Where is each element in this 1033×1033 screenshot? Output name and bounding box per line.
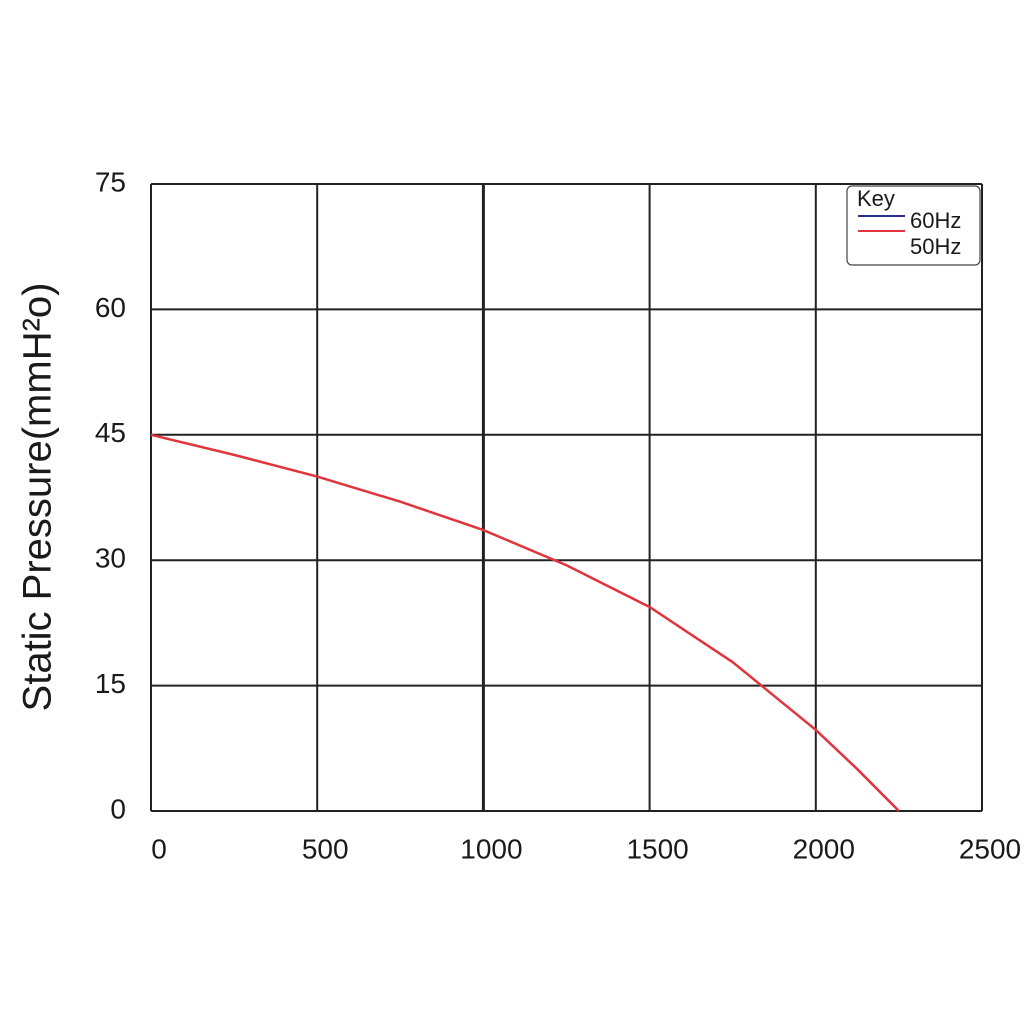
legend-label: 60Hz (910, 208, 961, 233)
x-tick-label: 1000 (460, 833, 522, 864)
x-tick-label: 500 (302, 833, 349, 864)
y-tick-label: 45 (95, 417, 126, 448)
x-tick-label: 2500 (959, 833, 1021, 864)
x-tick-label: 0 (151, 833, 167, 864)
y-tick-label: 30 (95, 543, 126, 574)
x-tick-label: 1500 (626, 833, 688, 864)
legend-title: Key (857, 186, 895, 211)
legend-box (846, 185, 981, 266)
y-tick-label: 60 (95, 292, 126, 323)
x-tick-label: 2000 (793, 833, 855, 864)
legend-label: 50Hz (910, 234, 961, 259)
y-tick-label: 75 (95, 166, 126, 197)
y-tick-label: 0 (110, 793, 126, 824)
data-line (150, 433, 900, 812)
y-tick-label: 15 (95, 668, 126, 699)
y-axis-label: Static Pressure(mmH²o) (16, 283, 60, 712)
